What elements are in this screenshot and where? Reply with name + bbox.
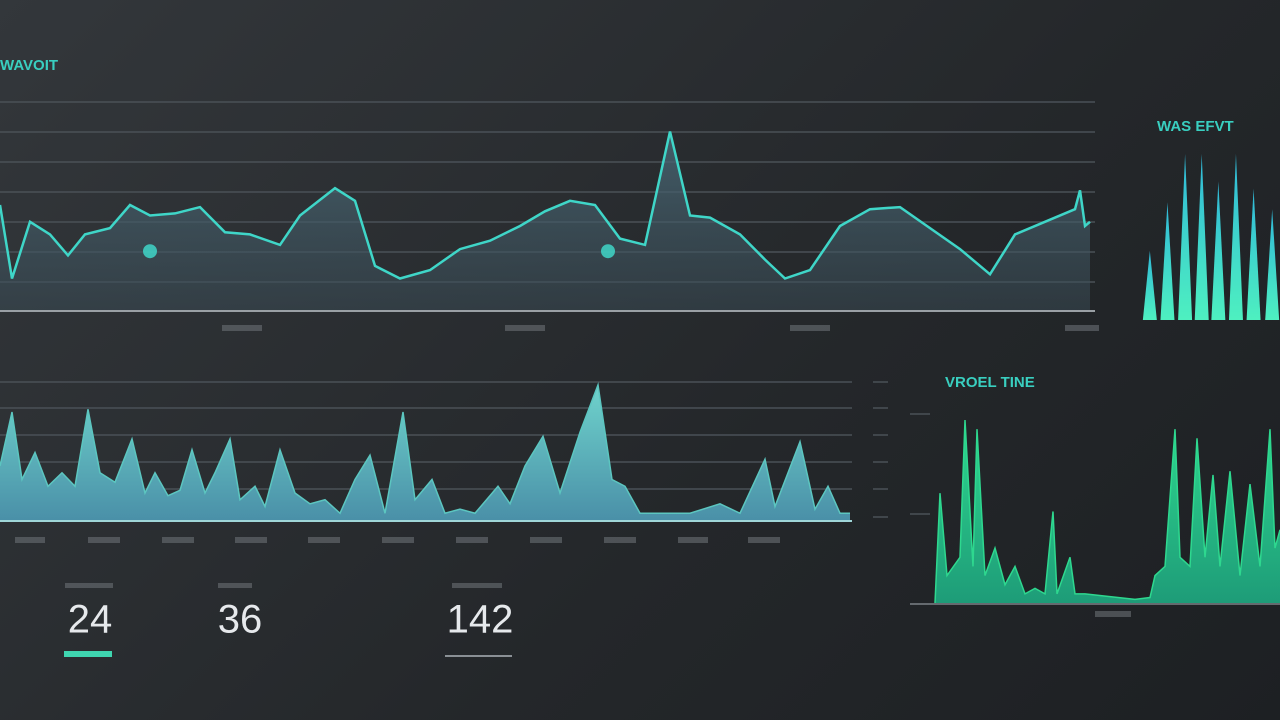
spike-bar xyxy=(1142,250,1157,320)
highlight-point xyxy=(601,244,615,259)
stat-value: 24 xyxy=(68,598,113,642)
highlight-point xyxy=(143,244,157,259)
blurred-labels xyxy=(15,325,1131,617)
stat-underline xyxy=(64,651,112,657)
line xyxy=(934,419,1280,604)
spike-bar xyxy=(1265,209,1280,320)
spike-bar xyxy=(1178,153,1193,320)
line xyxy=(0,131,1091,280)
spike-bar xyxy=(1211,181,1226,320)
chart-title: WAS EFVT xyxy=(1157,118,1234,135)
spike-bar xyxy=(1228,153,1243,320)
area-fill xyxy=(935,420,1280,603)
spike-bar xyxy=(1160,202,1175,320)
spike-bar xyxy=(1194,153,1209,320)
chart-title: VROEL TINE xyxy=(945,374,1035,391)
chart-title: WAVOIT xyxy=(0,57,58,74)
line xyxy=(0,382,850,515)
stat-value: 142 xyxy=(447,598,514,642)
area-fill xyxy=(0,385,850,520)
stat-value: 36 xyxy=(218,598,263,642)
area-fill xyxy=(0,131,1090,310)
grid xyxy=(0,101,1280,605)
spike-bar xyxy=(1246,188,1261,320)
